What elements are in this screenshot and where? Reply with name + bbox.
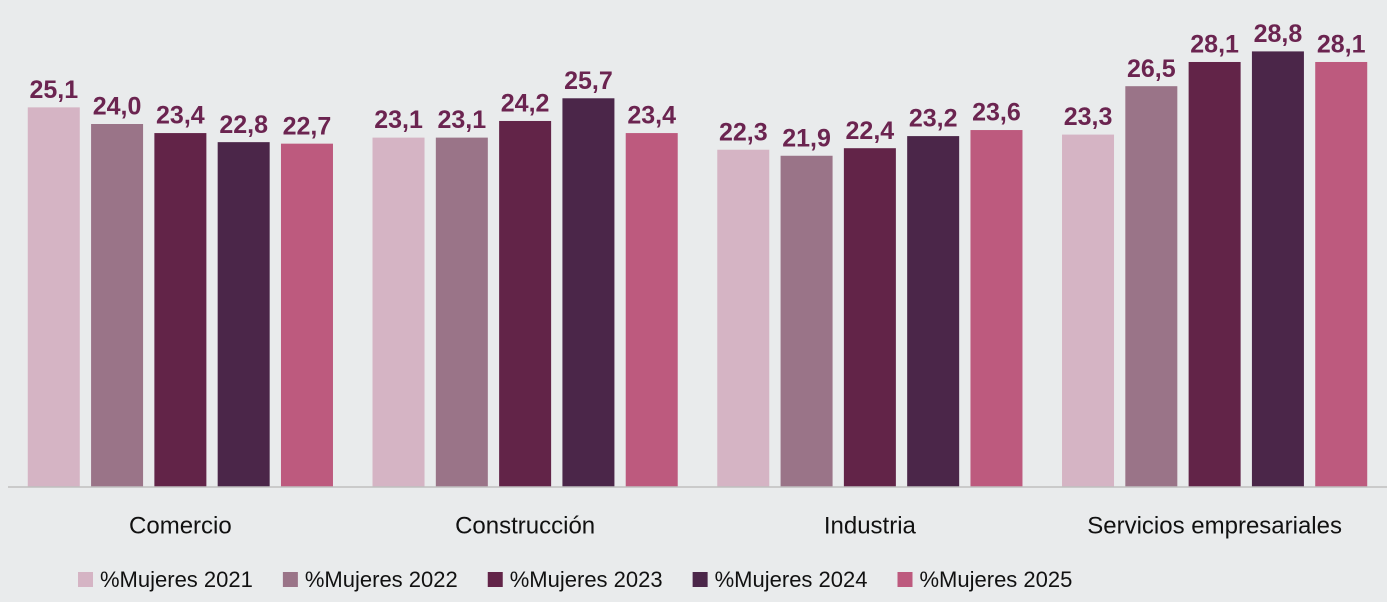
value-label: 28,1: [1317, 31, 1366, 59]
value-label: 24,2: [501, 90, 550, 118]
x-tick-label: Comercio: [129, 512, 232, 539]
legend-swatch: [487, 572, 503, 587]
bar: [91, 124, 144, 487]
value-label: 25,1: [29, 76, 78, 104]
bar: [625, 133, 678, 487]
bar: [1125, 86, 1178, 487]
value-label: 23,1: [437, 106, 486, 134]
bar: [970, 130, 1023, 488]
value-label: 22,7: [283, 112, 332, 140]
value-label: 25,7: [564, 67, 613, 95]
value-label: 28,1: [1190, 31, 1239, 59]
legend-swatch: [78, 572, 93, 587]
legend-label: %Mujeres 2024: [715, 567, 868, 592]
bar: [280, 143, 333, 487]
legend-swatch: [897, 572, 913, 587]
bar: [843, 148, 896, 487]
bar: [907, 136, 960, 487]
x-tick-label: Construcción: [455, 512, 595, 539]
bar: [372, 137, 425, 488]
bar: [435, 137, 488, 488]
bar: [1062, 134, 1115, 487]
value-label: 23,1: [374, 106, 423, 134]
bar: [217, 142, 270, 487]
bar: [1251, 51, 1304, 488]
bar: [27, 107, 80, 488]
legend-label: %Mujeres 2021: [100, 567, 253, 592]
legend-swatch: [692, 572, 708, 587]
bar: [154, 133, 207, 487]
value-label: 23,6: [972, 99, 1021, 127]
value-label: 26,5: [1127, 55, 1176, 83]
value-label: 24,0: [93, 93, 142, 121]
x-tick-label: Industria: [824, 512, 917, 539]
value-label: 21,9: [782, 124, 831, 152]
value-label: 23,3: [1064, 103, 1113, 131]
x-tick-label: Servicios empresariales: [1087, 512, 1342, 539]
bar: [1188, 61, 1241, 488]
bar: [499, 120, 552, 487]
value-label: 22,8: [219, 111, 268, 139]
value-label: 28,8: [1254, 20, 1303, 48]
legend-label: %Mujeres 2025: [920, 567, 1073, 592]
value-label: 22,3: [719, 118, 768, 146]
value-label: 23,4: [627, 102, 676, 130]
bar: [562, 98, 615, 487]
legend-label: %Mujeres 2022: [305, 567, 458, 592]
bar: [717, 149, 770, 487]
legend-swatch: [282, 572, 298, 587]
bar: [780, 155, 833, 487]
bar: [1315, 61, 1368, 488]
value-label: 22,4: [846, 117, 895, 145]
value-label: 23,2: [909, 105, 958, 133]
legend-label: %Mujeres 2023: [510, 567, 663, 592]
value-label: 23,4: [156, 102, 205, 130]
